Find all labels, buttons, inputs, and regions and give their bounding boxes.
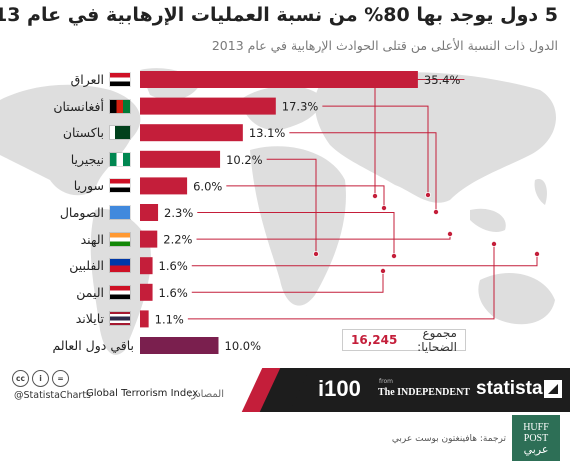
country-label-5: الصومال [59,205,104,220]
cc-icon: cc [12,370,29,387]
leader-line-7 [191,254,538,267]
leader-line-4 [226,185,385,208]
chart-subtitle: الدول ذات النسبة الأعلى من قتلى الحوادث … [211,38,558,53]
map-marker-2 [432,208,439,215]
leader-line-0 [374,79,465,196]
translation-credit: ترجمة: هافينغتون بوست عربي [391,434,506,444]
leader-line-2 [289,132,437,212]
leader-line-3 [266,158,317,254]
bar-2 [140,124,243,142]
country-label-10: باقي دول العالم [52,338,134,353]
country-label-3: نيجيريا [70,151,104,167]
bar-7 [140,257,153,275]
huffpost-line1: HUFF [523,421,549,433]
total-victims-label: مجموع الضحايا: [417,326,457,354]
total-victims-value: 16,245 [351,333,398,347]
bar-9 [140,310,149,328]
statista-logo: statista [476,378,543,399]
value-label-7: 1.6% [159,259,188,273]
country-label-0: العراق [70,72,104,87]
leader-line-9 [187,244,495,320]
source-value: Global Terrorism Index [86,388,199,399]
value-label-0: 35.4% [424,73,461,87]
nigeria-flag-icon [110,152,130,166]
attribution-icon: i [32,370,49,387]
statista-handle: @StatistaCharts [14,390,91,401]
bar-1 [140,97,276,115]
country-label-9: تايلاند [75,311,104,327]
leader-lines [187,79,541,320]
value-label-6: 2.2% [163,233,192,247]
i100-logo: i100 [318,376,361,401]
value-label-10: 10.0% [225,339,262,353]
creative-commons-icons: cc i = [12,370,69,387]
bar-chart: 35.4% 17.3% 13.1% 10.2% 6.0%2.3% 2.2% 1.6% 1.6%… [140,71,541,354]
no-derivatives-icon: = [52,370,69,387]
bar-6 [140,230,158,248]
somalia-flag-icon [110,206,130,219]
country-label-2: باكستان [62,125,104,141]
yemen-flag-icon [110,285,130,299]
value-label-3: 10.2% [226,153,263,167]
bar-4 [140,177,188,195]
huffpost-line2: POST [523,432,549,444]
leader-line-1 [322,105,429,195]
country-label-1: أفغانستان [53,98,104,114]
source-label: المصادر: [188,389,224,400]
value-label-8: 1.6% [159,286,188,300]
statista-mark-icon [544,380,562,398]
thailand-flag-icon [110,312,130,326]
bar-10 [140,337,219,354]
chart-title: 5 دول يوجد بها 80% من نسبة العمليات الإر… [0,4,558,26]
country-label-8: اليمن [76,284,104,300]
iraq-flag-icon [110,73,130,86]
bar-8 [140,283,153,301]
bar-0 [140,71,418,88]
country-label-7: الفلبين [69,258,104,274]
value-label-4: 6.0% [193,179,222,193]
value-label-5: 2.3% [164,206,193,220]
map-marker-4 [380,204,387,211]
country-label-6: الهند [80,231,104,247]
leader-line-6 [196,234,451,240]
map-marker-9 [490,240,497,247]
bar-5 [140,204,159,221]
leader-line-5 [197,212,395,256]
huffpost-arabi-logo: HUFF POST عربي [512,415,560,461]
map-marker-8 [379,267,386,274]
infographic-card: 5 دول يوجد بها 80% من نسبة العمليات الإر… [0,0,570,412]
country-label-4: سوريا [73,178,104,194]
value-label-9: 1.1% [155,312,184,326]
map-marker-6 [446,230,453,237]
philippines-flag-icon [110,259,130,273]
bar-3 [140,150,221,168]
india-flag-icon [110,232,130,246]
value-label-1: 17.3% [282,100,319,114]
footer: cc i = @StatistaCharts Global Terrorism … [0,368,570,412]
leader-line-8 [191,271,384,293]
independent-logo: The INDEPENDENT [378,387,470,398]
from-label: from [379,378,393,385]
map-marker-3 [312,250,319,257]
map-marker-5 [390,252,397,259]
footer-brand-bar [282,368,570,412]
afghanistan-flag-icon [110,99,130,113]
pakistan-flag-icon [110,126,130,140]
map-marker-1 [424,191,431,198]
map-marker-0 [371,192,378,199]
syria-flag-icon [110,179,130,193]
value-label-2: 13.1% [249,126,286,140]
map-marker-7 [534,250,541,257]
huffpost-line3: عربي [523,442,549,456]
total-victims-box: مجموع الضحايا: 16,245 [342,326,466,354]
